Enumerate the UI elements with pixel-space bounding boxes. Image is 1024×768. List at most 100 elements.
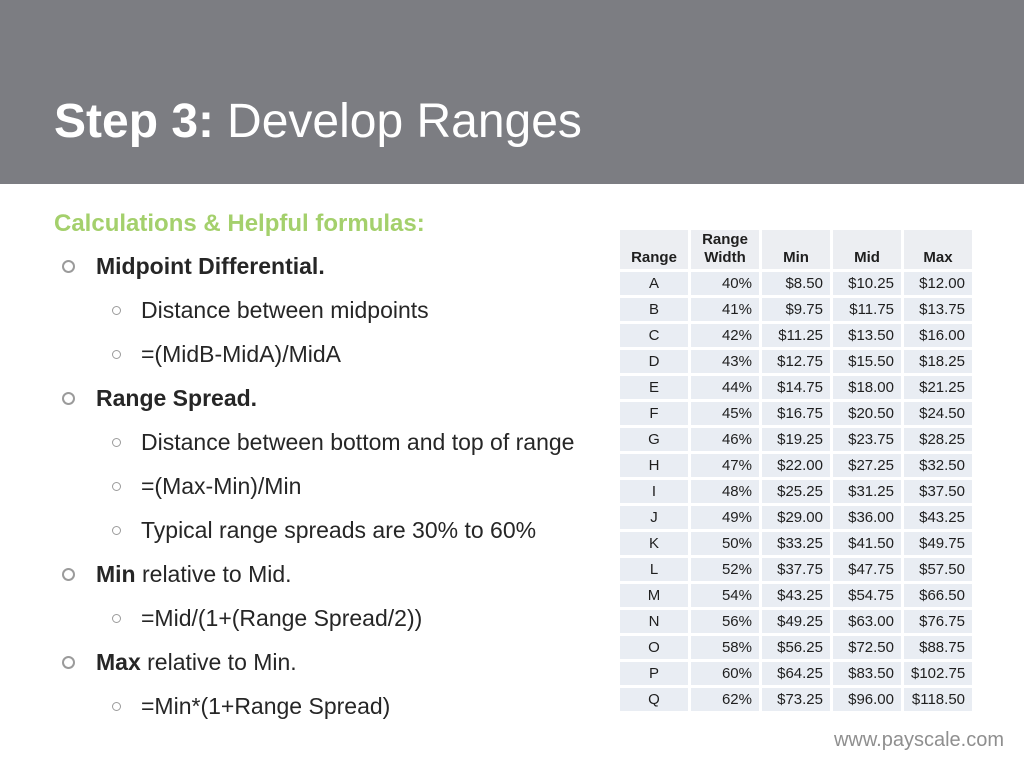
bullet-text: =(MidB-MidA)/MidA xyxy=(141,341,341,368)
circle-bullet-icon xyxy=(112,438,121,447)
slide-header-band: Step 3: Develop Ranges xyxy=(0,0,1024,184)
column-header: Max xyxy=(901,227,975,272)
table-cell: $8.50 xyxy=(759,269,833,298)
table-cell: $54.75 xyxy=(830,581,904,610)
table-cell: F xyxy=(617,399,691,428)
table-cell: $13.75 xyxy=(901,295,975,324)
table-cell: O xyxy=(617,633,691,662)
table-cell: $43.25 xyxy=(759,581,833,610)
table-cell: $14.75 xyxy=(759,373,833,402)
table-cell: $16.00 xyxy=(901,321,975,350)
bullet-item: Range Spread. xyxy=(54,385,614,412)
table-cell: $31.25 xyxy=(830,477,904,506)
bullet-text: Midpoint Differential. xyxy=(96,253,325,280)
table-cell: G xyxy=(617,425,691,454)
table-cell: $23.75 xyxy=(830,425,904,454)
bullet-item: Typical range spreads are 30% to 60% xyxy=(54,517,614,544)
bullet-text-regular: =(MidB-MidA)/MidA xyxy=(141,341,342,367)
table-cell: $76.75 xyxy=(901,607,975,636)
page-title-step-label: Step 3: xyxy=(54,95,215,148)
circle-bullet-icon xyxy=(112,350,121,359)
table-cell: $49.75 xyxy=(901,529,975,558)
bullet-text: Max relative to Min. xyxy=(96,649,297,676)
table-cell: $18.00 xyxy=(830,373,904,402)
table-row: C 42% $11.25 $13.50 $16.00 xyxy=(617,321,975,350)
table-cell: $73.25 xyxy=(759,685,833,714)
circle-bullet-icon xyxy=(112,526,121,535)
bullet-text-bold: Midpoint Differential. xyxy=(96,253,325,279)
table-cell: B xyxy=(617,295,691,324)
table-row: P 60% $64.25 $83.50 $102.75 xyxy=(617,659,975,688)
table-cell: $63.00 xyxy=(830,607,904,636)
section-heading: Calculations & Helpful formulas: xyxy=(54,210,425,237)
table-cell: 46% xyxy=(688,425,762,454)
bullet-text-regular: =Mid/(1+(Range Spread/2)) xyxy=(141,605,423,631)
bullet-text: Distance between midpoints xyxy=(141,297,429,324)
table-cell: 41% xyxy=(688,295,762,324)
table-cell: $20.50 xyxy=(830,399,904,428)
table-row: Q 62% $73.25 $96.00 $118.50 xyxy=(617,685,975,714)
table-header-row: Range Range Width Min Mid Max xyxy=(617,227,975,272)
table-cell: E xyxy=(617,373,691,402)
bullet-text: Distance between bottom and top of range xyxy=(141,429,574,456)
table-cell: $118.50 xyxy=(901,685,975,714)
table-row: N 56% $49.25 $63.00 $76.75 xyxy=(617,607,975,636)
table-cell: $32.50 xyxy=(901,451,975,480)
table-cell: 54% xyxy=(688,581,762,610)
circle-bullet-icon xyxy=(62,260,75,273)
table-cell: $88.75 xyxy=(901,633,975,662)
table-row: K 50% $33.25 $41.50 $49.75 xyxy=(617,529,975,558)
table-cell: $16.75 xyxy=(759,399,833,428)
table-cell: $19.25 xyxy=(759,425,833,454)
bullet-item: Distance between bottom and top of range xyxy=(54,429,614,456)
formulas-section: Calculations & Helpful formulas: Midpoin… xyxy=(54,210,614,737)
bullet-text: =Min*(1+Range Spread) xyxy=(141,693,390,720)
table-row: D 43% $12.75 $15.50 $18.25 xyxy=(617,347,975,376)
table-cell: 50% xyxy=(688,529,762,558)
salary-range-table: Range Range Width Min Mid Max A 40% $8.50 $10.2… xyxy=(617,227,975,714)
bullet-text: Range Spread. xyxy=(96,385,257,412)
table-cell: $56.25 xyxy=(759,633,833,662)
table-cell: $10.25 xyxy=(830,269,904,298)
bullet-text-regular: relative to Mid. xyxy=(135,561,292,587)
bullet-text: Min relative to Mid. xyxy=(96,561,292,588)
circle-bullet-icon xyxy=(112,614,121,623)
table-cell: 49% xyxy=(688,503,762,532)
bullet-text: Typical range spreads are 30% to 60% xyxy=(141,517,536,544)
table-cell: I xyxy=(617,477,691,506)
table-cell: 47% xyxy=(688,451,762,480)
page-title-subject: Develop Ranges xyxy=(227,95,582,148)
table-cell: $72.50 xyxy=(830,633,904,662)
table-cell: K xyxy=(617,529,691,558)
table-cell: $36.00 xyxy=(830,503,904,532)
bullet-text: =(Max-Min)/Min xyxy=(141,473,301,500)
table-cell: 48% xyxy=(688,477,762,506)
table-row: H 47% $22.00 $27.25 $32.50 xyxy=(617,451,975,480)
column-header: Range Width xyxy=(688,227,762,272)
table-cell: $57.50 xyxy=(901,555,975,584)
table-cell: $33.25 xyxy=(759,529,833,558)
bullet-item: =(Max-Min)/Min xyxy=(54,473,614,500)
salary-range-table-head: Range Range Width Min Mid Max xyxy=(617,227,975,272)
bullet-text-regular: =Min*(1+Range Spread) xyxy=(141,693,391,719)
bullet-text-regular: Distance between midpoints xyxy=(141,297,429,323)
bullet-item: =Mid/(1+(Range Spread/2)) xyxy=(54,605,614,632)
bullet-text-bold: Min xyxy=(96,561,136,587)
table-cell: $49.25 xyxy=(759,607,833,636)
table-cell: $47.75 xyxy=(830,555,904,584)
table-cell: $18.25 xyxy=(901,347,975,376)
table-row: F 45% $16.75 $20.50 $24.50 xyxy=(617,399,975,428)
bullet-text-regular: =(Max-Min)/Min xyxy=(141,473,302,499)
bullet-text: =Mid/(1+(Range Spread/2)) xyxy=(141,605,422,632)
column-header: Min xyxy=(759,227,833,272)
table-cell: $83.50 xyxy=(830,659,904,688)
table-cell: 45% xyxy=(688,399,762,428)
table-cell: $21.25 xyxy=(901,373,975,402)
table-cell: $64.25 xyxy=(759,659,833,688)
table-cell: $96.00 xyxy=(830,685,904,714)
table-cell: 42% xyxy=(688,321,762,350)
table-cell: $66.50 xyxy=(901,581,975,610)
table-cell: 56% xyxy=(688,607,762,636)
table-cell: $13.50 xyxy=(830,321,904,350)
table-cell: D xyxy=(617,347,691,376)
